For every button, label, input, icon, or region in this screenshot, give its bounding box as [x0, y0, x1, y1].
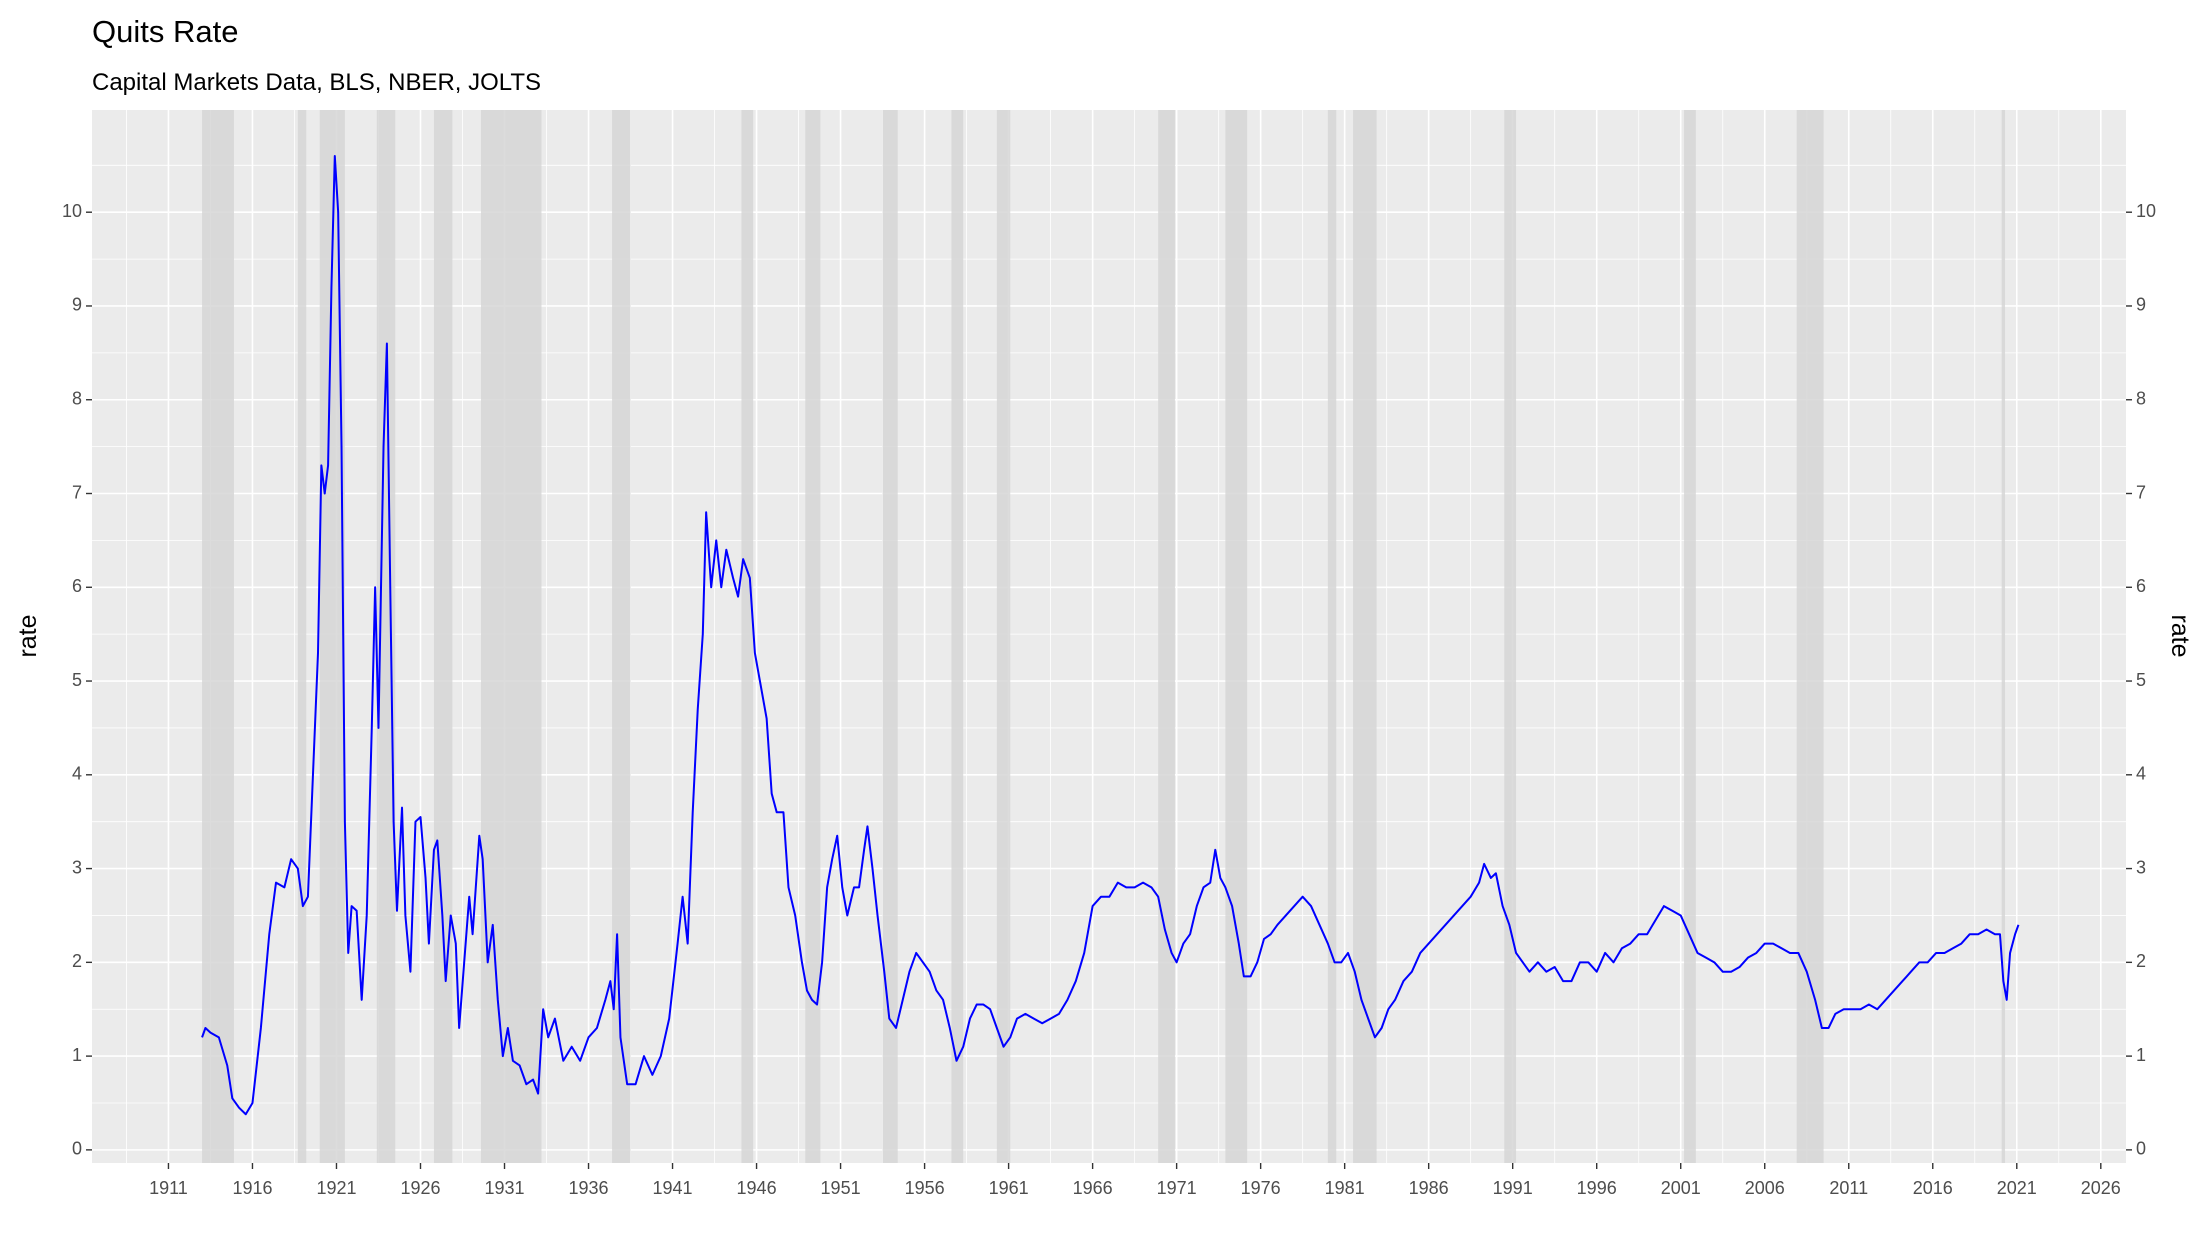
- recession-band: [1327, 110, 1337, 1163]
- recession-band: [480, 110, 542, 1163]
- x-tick-label: 2026: [2081, 1178, 2121, 1198]
- x-tick-label: 1951: [821, 1178, 861, 1198]
- y-tick-label: 4: [72, 764, 82, 784]
- y-tick-label: 1: [72, 1045, 82, 1065]
- y-tick-label: 2: [72, 951, 82, 971]
- y-tick-label: 6: [72, 576, 82, 596]
- y2-tick-label: 1: [2136, 1045, 2146, 1065]
- x-tick-label: 2006: [1745, 1178, 1785, 1198]
- y2-axis-label: rate: [2166, 614, 2194, 657]
- x-tick-label: 1961: [989, 1178, 1029, 1198]
- recession-band: [996, 110, 1011, 1163]
- recession-band: [882, 110, 898, 1163]
- y2-tick-label: 6: [2136, 576, 2146, 596]
- recession-band: [951, 110, 964, 1163]
- x-tick-label: 1976: [1241, 1178, 1281, 1198]
- recession-band: [612, 110, 631, 1163]
- y-tick-label: 5: [72, 670, 82, 690]
- x-tick-label: 1986: [1409, 1178, 1449, 1198]
- recession-band: [1353, 110, 1377, 1163]
- y-tick-label: 8: [72, 388, 82, 408]
- recession-band: [1225, 110, 1248, 1163]
- recession-band: [433, 110, 453, 1163]
- y2-tick-label: 10: [2136, 201, 2156, 221]
- y2-tick-label: 4: [2136, 764, 2146, 784]
- x-tick-label: 1956: [905, 1178, 945, 1198]
- y-tick-label: 10: [62, 201, 82, 221]
- x-tick-label: 1936: [569, 1178, 609, 1198]
- x-tick-label: 1916: [232, 1178, 272, 1198]
- recession-band: [202, 110, 234, 1163]
- recession-band: [1158, 110, 1175, 1163]
- y2-tick-label: 2: [2136, 951, 2146, 971]
- y2-tick-label: 0: [2136, 1139, 2146, 1159]
- quits-rate-line: [201, 154, 2020, 1116]
- chart-subtitle: Capital Markets Data, BLS, NBER, JOLTS: [92, 69, 541, 96]
- y-axis-label: rate: [14, 614, 42, 657]
- x-tick-label: 2021: [1997, 1178, 2037, 1198]
- x-tick-label: 1991: [1493, 1178, 1533, 1198]
- x-tick-label: 2001: [1661, 1178, 1701, 1198]
- x-tick-label: 1911: [149, 1178, 188, 1198]
- x-tick-label: 1941: [653, 1178, 693, 1198]
- recession-band: [1504, 110, 1517, 1163]
- recession-band: [297, 110, 307, 1163]
- y-tick-label: 0: [72, 1139, 82, 1159]
- x-tick-label: 1926: [400, 1178, 440, 1198]
- y2-tick-label: 9: [2136, 295, 2146, 315]
- chart-title: Quits Rate: [92, 14, 238, 49]
- x-tick-label: 1966: [1073, 1178, 1113, 1198]
- y-tick-label: 9: [72, 295, 82, 315]
- x-tick-label: 1946: [737, 1178, 777, 1198]
- recession-band: [805, 110, 821, 1163]
- y2-tick-label: 8: [2136, 388, 2146, 408]
- recession-band: [1684, 110, 1696, 1163]
- x-tick-label: 2016: [1913, 1178, 1953, 1198]
- recession-band: [741, 110, 754, 1163]
- recession-band: [2001, 110, 2006, 1163]
- x-tick-label: 1931: [484, 1178, 524, 1198]
- x-tick-label: 1921: [316, 1178, 356, 1198]
- y-tick-label: 7: [72, 482, 82, 502]
- plot-background: [92, 110, 2126, 1163]
- x-tick-label: 1981: [1325, 1178, 1365, 1198]
- y2-tick-label: 3: [2136, 857, 2146, 877]
- y2-tick-label: 7: [2136, 482, 2146, 502]
- x-tick-label: 1996: [1577, 1178, 1617, 1198]
- y2-tick-label: 5: [2136, 670, 2146, 690]
- recession-band: [1796, 110, 1824, 1163]
- y-tick-label: 3: [72, 857, 82, 877]
- x-tick-label: 1971: [1157, 1178, 1197, 1198]
- recession-band: [376, 110, 396, 1163]
- x-tick-label: 2011: [1829, 1178, 1868, 1198]
